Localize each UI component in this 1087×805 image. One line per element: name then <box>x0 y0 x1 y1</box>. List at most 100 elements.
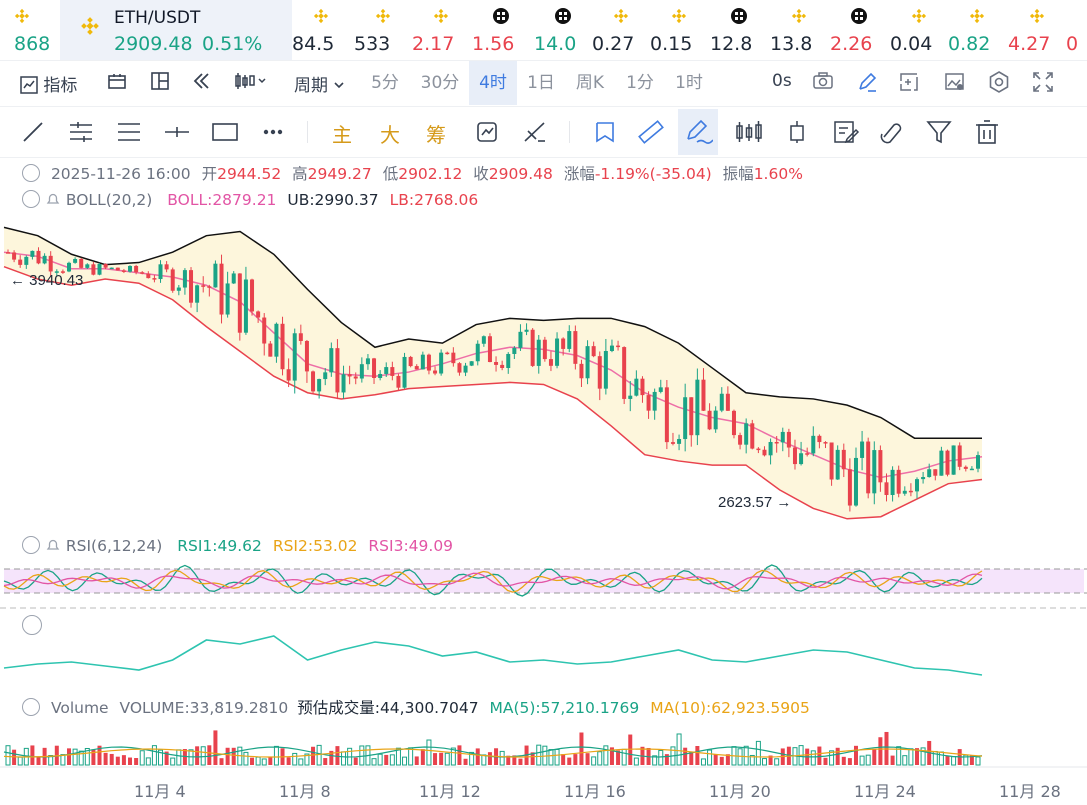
sync-icon[interactable] <box>472 117 502 147</box>
measure-icon[interactable] <box>520 117 550 147</box>
add-window-icon[interactable] <box>898 71 920 98</box>
ticker-cell[interactable]: 2.17 <box>412 0 470 60</box>
volume-bar <box>920 747 926 766</box>
ticker-cell[interactable]: 0.04 <box>890 0 948 60</box>
ruler-icon[interactable] <box>636 117 666 147</box>
candle-body <box>719 393 724 411</box>
candle-body <box>530 329 535 366</box>
volume-bar <box>250 757 255 765</box>
big-order-button[interactable]: 大 <box>380 123 400 147</box>
horizontal-ray-icon[interactable] <box>162 117 192 147</box>
chips-button[interactable]: 筹 <box>426 123 446 147</box>
candle-body <box>243 279 248 333</box>
fullscreen-icon[interactable] <box>1032 71 1054 98</box>
ticker-cell[interactable]: 0.15 <box>650 0 708 60</box>
collapse-toggle[interactable] <box>22 164 40 182</box>
panels-icon[interactable] <box>150 71 170 96</box>
candle-body <box>24 256 29 265</box>
filter-icon[interactable] <box>924 117 954 147</box>
camera-icon[interactable] <box>812 71 834 96</box>
single-candle-icon[interactable] <box>782 117 812 147</box>
bell-icon <box>46 193 60 204</box>
candle-body <box>451 352 456 364</box>
timeframe-6[interactable]: 1时 <box>675 73 703 93</box>
candle-body <box>780 431 785 443</box>
ticker-cell[interactable]: 0 <box>1066 0 1087 60</box>
more-icon[interactable] <box>258 117 288 147</box>
settings-icon[interactable] <box>988 71 1010 98</box>
expand-toggle[interactable] <box>22 615 42 635</box>
ticker-cell[interactable]: 1.56 <box>472 0 530 60</box>
trend-line-icon[interactable] <box>18 117 48 147</box>
pencil-icon[interactable] <box>856 71 878 98</box>
ticker-value: 0.27 <box>592 33 635 55</box>
timeframe-4[interactable]: 周K <box>575 73 605 93</box>
timeframe-1[interactable]: 30分 <box>420 73 460 93</box>
layout-icon[interactable] <box>107 71 127 96</box>
brush-icon[interactable] <box>678 109 718 155</box>
volume-bar <box>768 755 773 765</box>
ticker-cell[interactable]: 13.8 <box>770 0 828 60</box>
timeframe-3[interactable]: 1日 <box>527 73 555 93</box>
volume-bar <box>603 745 609 766</box>
timeframe-2[interactable]: 4时 <box>469 61 517 105</box>
checker-icon <box>555 8 571 24</box>
ticker-cell[interactable]: 0.82 <box>948 0 1006 60</box>
candle-body <box>835 449 840 480</box>
trash-icon[interactable] <box>972 117 1002 147</box>
horizontal-lines-icon[interactable] <box>66 117 96 147</box>
active-ticker[interactable]: ETH/USDT 2909.48 0.51% <box>60 0 292 60</box>
candle-body <box>548 359 553 366</box>
timeframe-5[interactable]: 1分 <box>626 73 654 93</box>
ticker-cell[interactable]: 533 <box>354 0 412 60</box>
volume-bar <box>225 747 230 765</box>
ticker-cell[interactable]: 0.27 <box>592 0 650 60</box>
volume-bar <box>554 748 560 766</box>
candle-body <box>518 331 523 348</box>
main-force-button[interactable]: 主 <box>332 123 352 147</box>
candles-icon[interactable] <box>734 117 764 147</box>
note-icon[interactable] <box>830 117 860 147</box>
collapse-toggle[interactable] <box>22 536 40 554</box>
candle-body <box>506 353 511 368</box>
candle-body <box>927 469 932 478</box>
candle-body <box>30 250 35 257</box>
volume-bar <box>426 739 432 766</box>
ticker-cell[interactable]: 868 <box>14 0 60 60</box>
candle-body <box>841 449 846 470</box>
period-label: 周期 <box>294 76 328 96</box>
collapse-toggle[interactable] <box>22 190 40 208</box>
replay-icon[interactable] <box>192 71 212 96</box>
rectangle-icon[interactable] <box>210 117 240 147</box>
low-value: 2902.12 <box>398 165 463 183</box>
ticker-cell[interactable]: 84.5 <box>292 0 350 60</box>
period-dropdown[interactable]: 周期 <box>294 71 345 96</box>
chart-type-icon[interactable] <box>234 71 268 96</box>
candle-body <box>963 466 968 469</box>
magnet-icon[interactable] <box>876 117 906 147</box>
volume-bar <box>652 755 658 766</box>
image-settings-icon[interactable] <box>944 71 966 98</box>
ticker-value: 4.27 <box>1008 33 1051 55</box>
candle-body <box>207 286 212 288</box>
timeframe-0[interactable]: 5分 <box>371 73 399 93</box>
parallel-channel-icon[interactable] <box>114 117 144 147</box>
candle-body <box>561 338 566 349</box>
bookmark-icon[interactable] <box>590 117 620 147</box>
boll-ub: UB:2990.37 <box>287 191 379 209</box>
ticker-value: 2.26 <box>830 33 873 55</box>
ticker-cell[interactable]: 12.8 <box>710 0 768 60</box>
ticker-cell[interactable]: 4.27 <box>1008 0 1066 60</box>
candle-body <box>268 343 273 357</box>
indicators-button[interactable]: 指标 <box>20 71 77 96</box>
collapse-toggle[interactable] <box>22 698 40 716</box>
volume-bar <box>286 757 291 765</box>
ticker-cell[interactable]: 2.26 <box>830 0 888 60</box>
x-axis-label: 11月 28 <box>999 782 1061 801</box>
candle-body <box>18 259 23 265</box>
ticker-cell[interactable]: 14.0 <box>534 0 592 60</box>
volume-bar <box>231 747 236 765</box>
volume-bar <box>17 756 23 766</box>
candle-body <box>500 364 505 368</box>
